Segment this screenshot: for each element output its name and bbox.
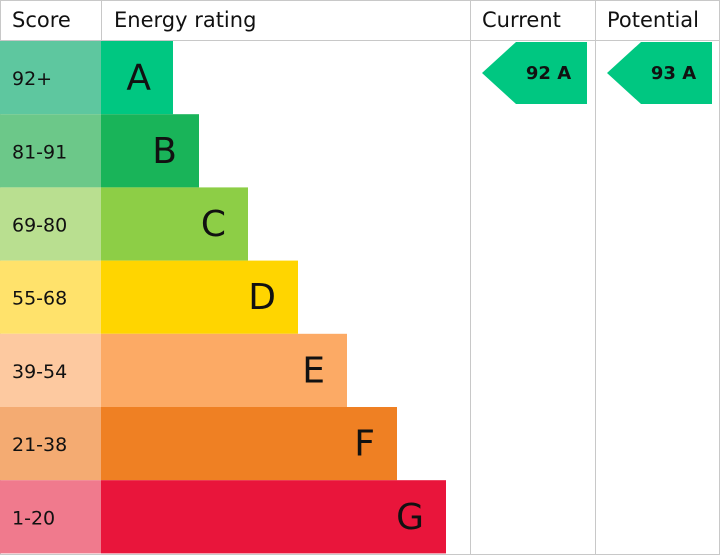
score-cell [0,407,101,481]
rating-letter: B [152,131,177,172]
score-cell [0,114,101,188]
rating-bar [101,187,248,261]
rating-letter: G [396,497,424,538]
score-label: 1-20 [12,507,55,529]
score-cell [0,260,101,334]
score-label: 92+ [12,68,52,90]
score-label: 55-68 [12,288,67,310]
current-arrow [482,42,587,104]
rating-letter: E [302,350,325,391]
score-cell [0,480,101,554]
rating-bar [101,114,199,188]
rating-bar [101,480,446,554]
rating-bar [101,260,298,334]
score-label: 69-80 [12,215,67,237]
score-label: 81-91 [12,141,67,163]
rating-letter: C [201,204,226,245]
header-potential: Potential [607,8,699,32]
score-cell [0,333,101,407]
score-label: 21-38 [12,434,67,456]
score-cell [0,41,101,115]
header-score: Score [12,8,71,32]
current-label: 92 A [526,63,571,84]
rating-bar [101,41,173,115]
rating-letter: D [248,277,276,318]
score-label: 39-54 [12,361,67,383]
rating-letter: A [126,58,151,99]
header-rating: Energy rating [114,8,256,32]
score-cell [0,187,101,261]
rating-letter: F [354,424,375,465]
rating-bar [101,407,397,481]
potential-arrow [607,42,712,104]
potential-label: 93 A [651,63,696,84]
rating-bar [101,333,347,407]
header-current: Current [482,8,561,32]
